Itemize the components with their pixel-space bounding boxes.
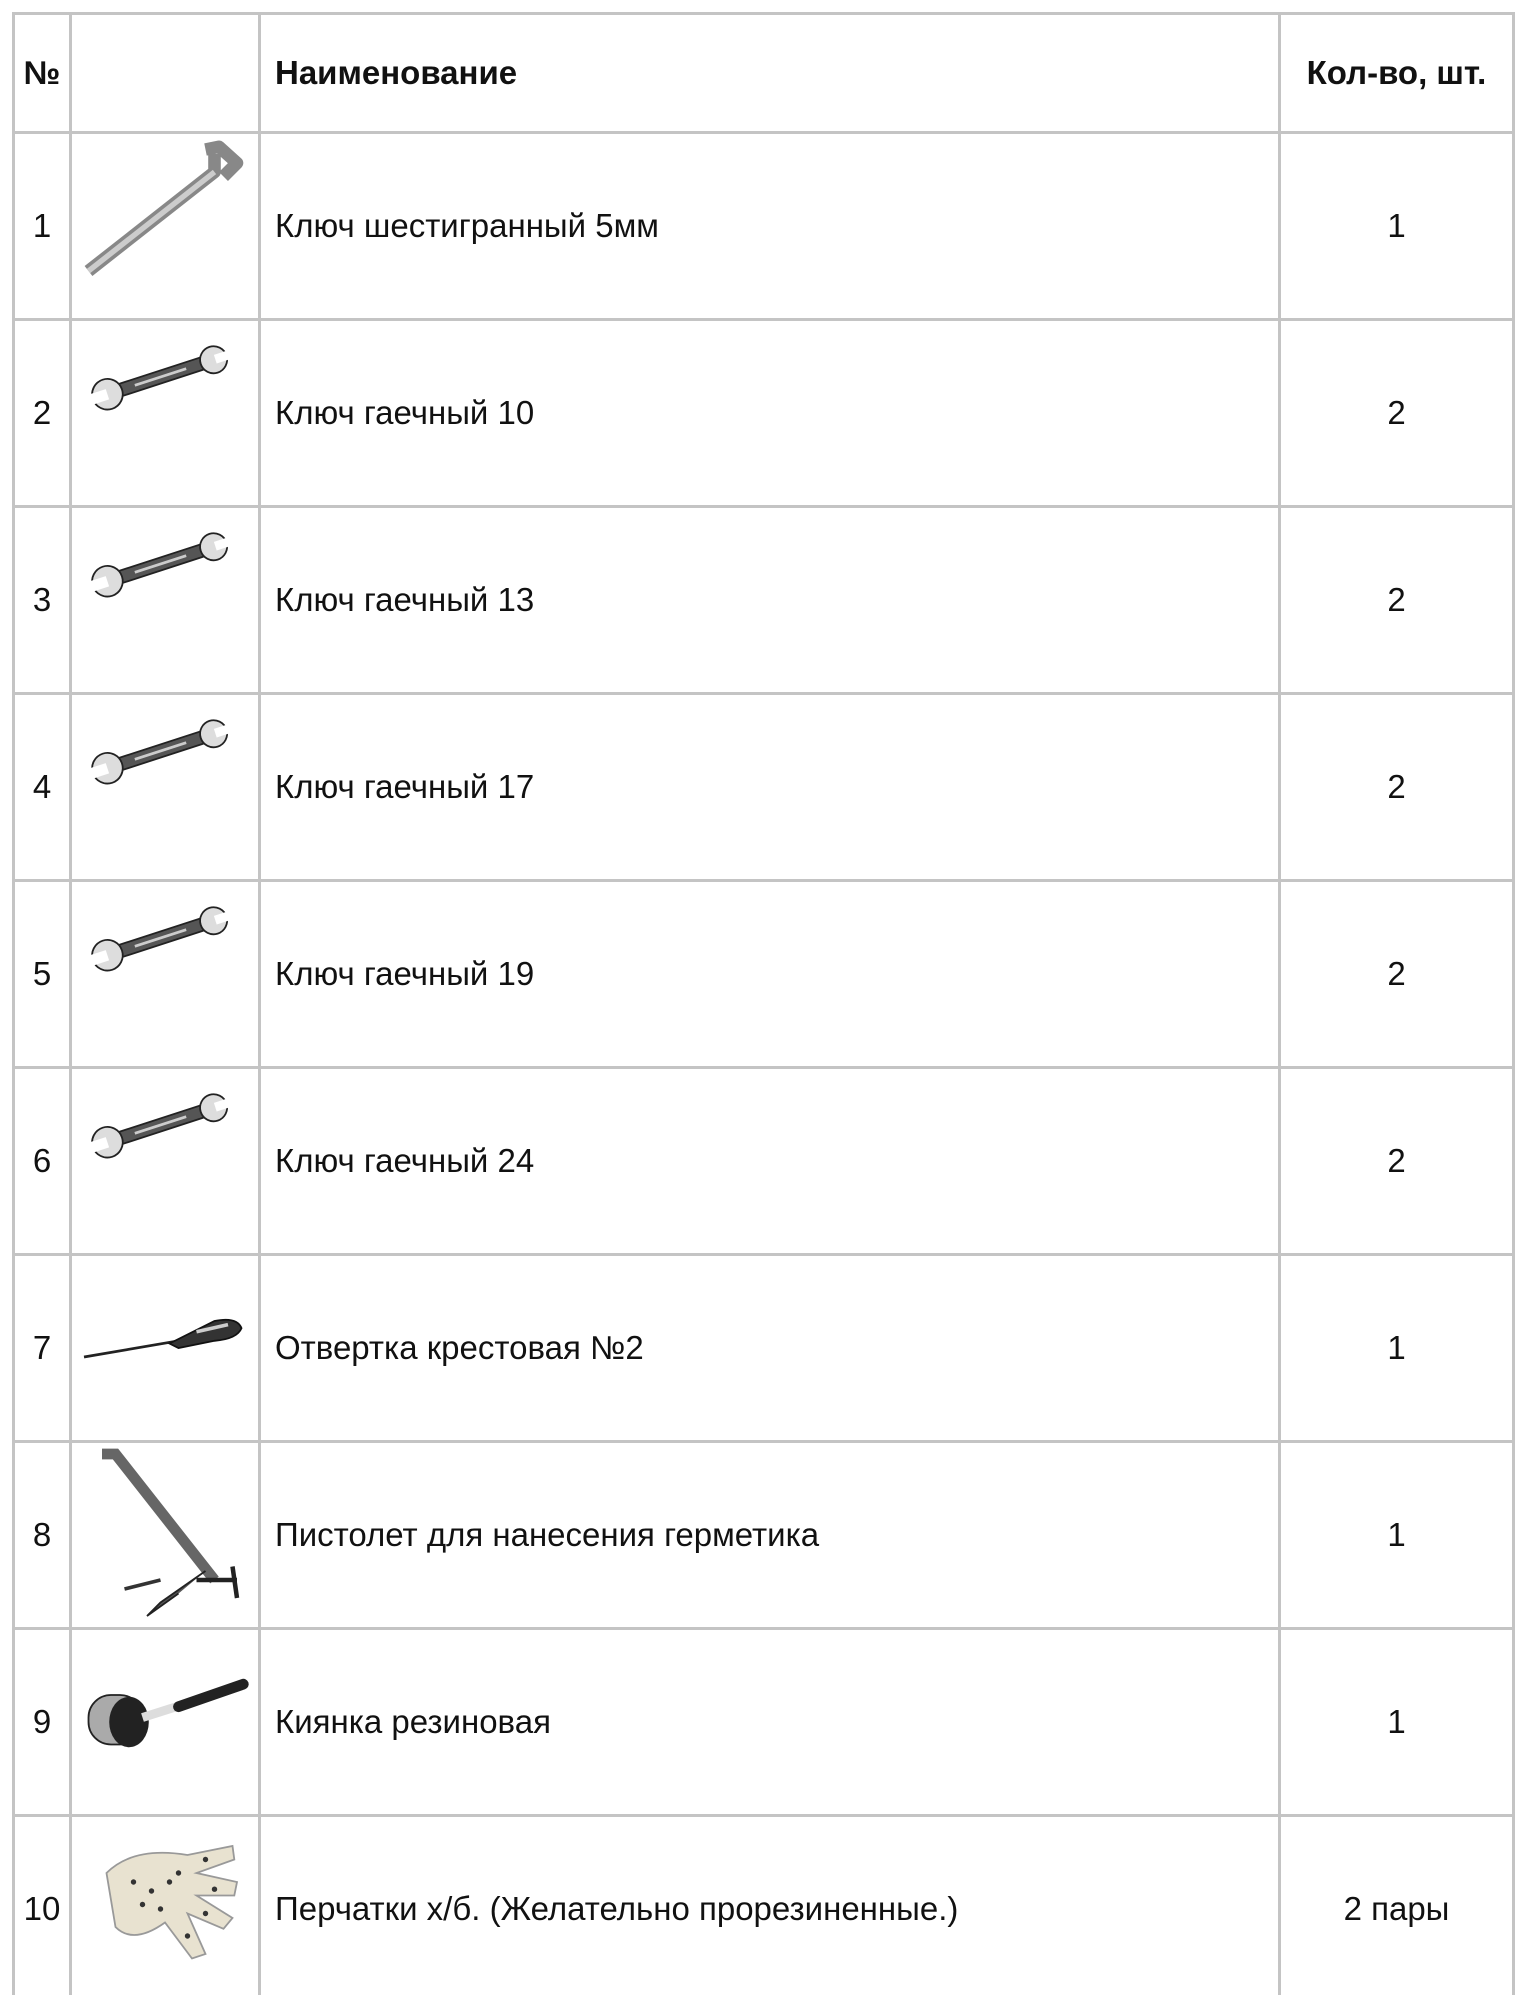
- tool-icon-cell: [69, 1440, 261, 1630]
- table-row: 6 Ключ гаечный 24 2: [12, 1066, 1515, 1256]
- tool-icon-cell: [69, 1814, 261, 1995]
- quantity: 1: [1278, 1627, 1515, 1817]
- tool-icon: [105, 1844, 239, 1960]
- header-cell: Наименование: [258, 12, 1281, 134]
- header-row: № Наименование Кол-во, шт.: [12, 12, 1515, 134]
- table-row: 8 Пистолет для нанесения герметика 1: [12, 1440, 1515, 1630]
- tool-icon: [87, 1678, 249, 1748]
- tool-icon-cell: [69, 879, 261, 1069]
- row-number: 9: [12, 1627, 72, 1817]
- header-cell: [69, 12, 261, 134]
- row-number: 6: [12, 1066, 72, 1256]
- quantity: 2 пары: [1278, 1814, 1515, 1995]
- header-cell: Кол-во, шт.: [1278, 12, 1515, 134]
- tool-icon: [88, 345, 233, 411]
- row-number: 4: [12, 692, 72, 882]
- tool-name: Ключ гаечный 17: [258, 692, 1281, 882]
- row-number: 1: [12, 131, 72, 321]
- quantity: 2: [1278, 318, 1515, 508]
- tool-name: Пистолет для нанесения герметика: [258, 1440, 1281, 1630]
- tool-icon-cell: [69, 1253, 261, 1443]
- table-row: 5 Ключ гаечный 19 2: [12, 879, 1515, 1069]
- tool-icon: [102, 1448, 240, 1617]
- tool-icon-cell: [69, 1627, 261, 1817]
- row-number: 5: [12, 879, 72, 1069]
- tool-icon-cell: [69, 131, 261, 321]
- quantity: 1: [1278, 1440, 1515, 1630]
- tool-name: Ключ гаечный 19: [258, 879, 1281, 1069]
- quantity: 1: [1278, 1253, 1515, 1443]
- header-cell: №: [12, 12, 72, 134]
- table-row: 2 Ключ гаечный 10 2: [12, 318, 1515, 508]
- tool-icon-cell: [69, 1066, 261, 1256]
- table-row: 7 Отвертка крестовая №2 1: [12, 1253, 1515, 1443]
- tools-table: № Наименование Кол-во, шт. 1 Ключ шестигр…: [12, 12, 1515, 1995]
- tool-icon: [84, 140, 244, 276]
- tool-icon-cell: [69, 692, 261, 882]
- table-row: 9 Киянка резиновая 1: [12, 1627, 1515, 1817]
- tool-icon: [88, 906, 233, 972]
- tool-icon: [83, 1318, 243, 1359]
- quantity: 2: [1278, 692, 1515, 882]
- tool-name: Киянка резиновая: [258, 1627, 1281, 1817]
- tool-name: Отвертка крестовая №2: [258, 1253, 1281, 1443]
- table-row: 10 Перчатки х/б. (Желательно прорезиненны…: [12, 1814, 1515, 1995]
- tool-icon-cell: [69, 318, 261, 508]
- row-number: 3: [12, 505, 72, 695]
- tool-icon: [88, 532, 233, 598]
- row-number: 2: [12, 318, 72, 508]
- table-row: 1 Ключ шестигранный 5мм 1: [12, 131, 1515, 321]
- tool-icon: [88, 1093, 233, 1159]
- row-number: 10: [12, 1814, 72, 1995]
- tool-name: Ключ гаечный 13: [258, 505, 1281, 695]
- row-number: 7: [12, 1253, 72, 1443]
- table-row: 3 Ключ гаечный 13 2: [12, 505, 1515, 695]
- tool-name: Ключ шестигранный 5мм: [258, 131, 1281, 321]
- tool-name: Ключ гаечный 24: [258, 1066, 1281, 1256]
- table-wrap: № Наименование Кол-во, шт. 1 Ключ шестигр…: [12, 12, 1515, 1995]
- tool-name: Ключ гаечный 10: [258, 318, 1281, 508]
- quantity: 2: [1278, 879, 1515, 1069]
- tool-name: Перчатки х/б. (Желательно прорезиненные.…: [258, 1814, 1281, 1995]
- tool-icon: [88, 719, 233, 785]
- quantity: 1: [1278, 131, 1515, 321]
- table-row: 4 Ключ гаечный 17 2: [12, 692, 1515, 882]
- quantity: 2: [1278, 1066, 1515, 1256]
- tool-icon-cell: [69, 505, 261, 695]
- quantity: 2: [1278, 505, 1515, 695]
- row-number: 8: [12, 1440, 72, 1630]
